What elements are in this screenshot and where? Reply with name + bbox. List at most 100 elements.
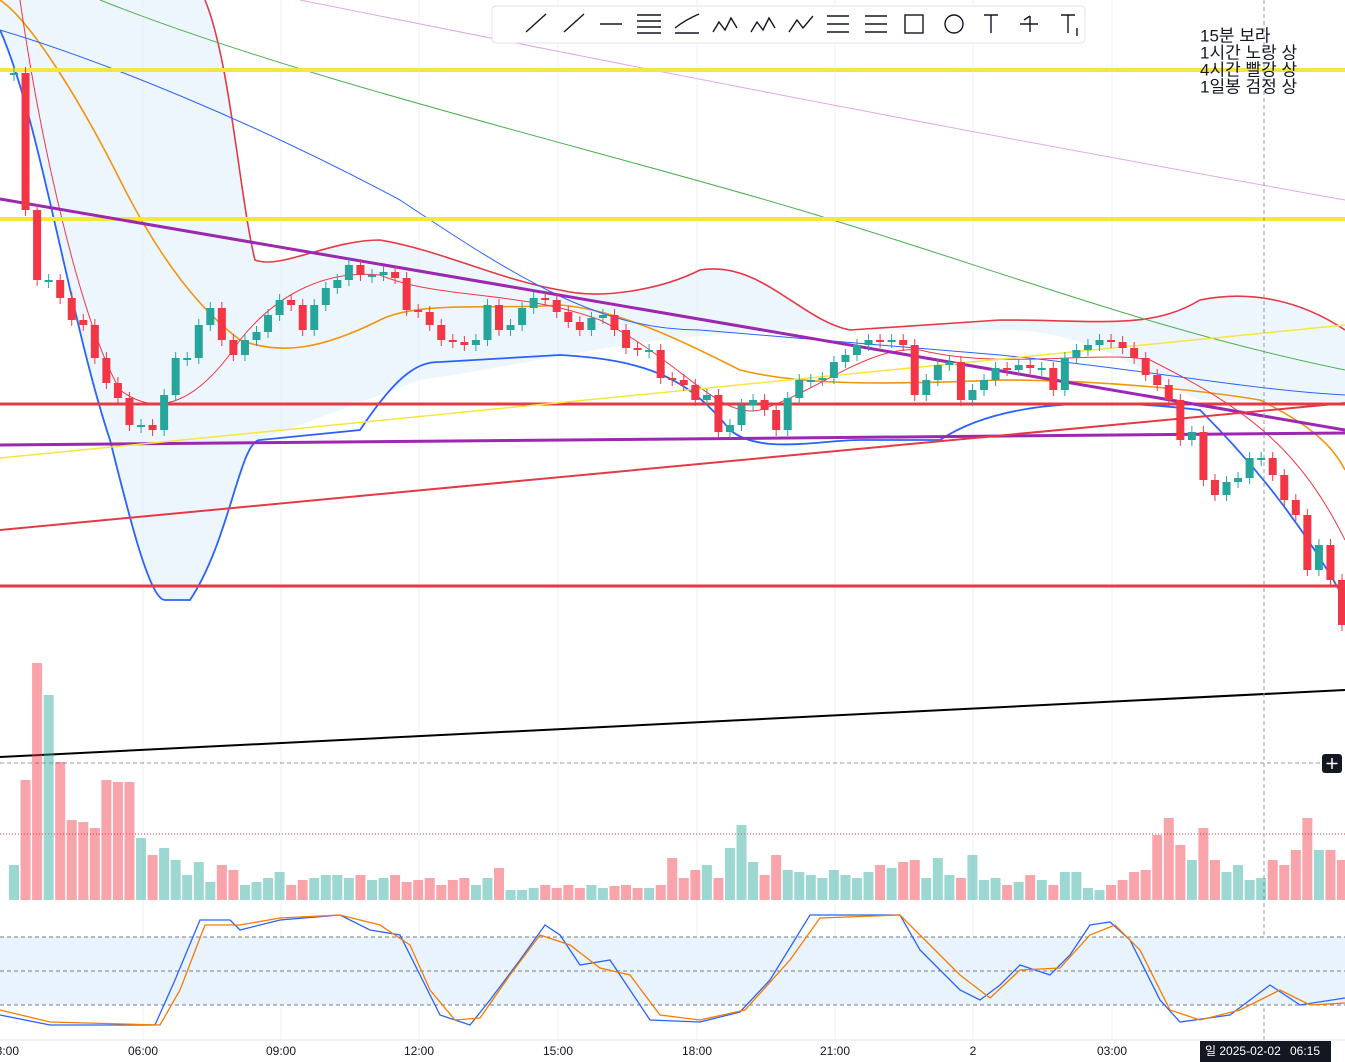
tool-icon[interactable]	[1061, 14, 1078, 36]
tool-icon[interactable]	[944, 14, 964, 34]
volume-bar	[1048, 885, 1059, 900]
candle	[148, 425, 157, 430]
volume-bar	[1302, 818, 1313, 900]
tool-icon[interactable]	[637, 14, 661, 34]
volume-bar	[470, 885, 481, 900]
candle	[922, 380, 931, 395]
band-fill	[0, 0, 1345, 600]
candle	[864, 340, 873, 345]
volume-bar	[1094, 890, 1105, 900]
candle	[1130, 348, 1139, 358]
volume-bar	[1290, 850, 1301, 900]
volume-bar	[1186, 860, 1197, 900]
x-tick-label: 06:00	[128, 1044, 158, 1058]
volume-bar	[1325, 850, 1336, 900]
candle	[518, 308, 527, 325]
candle	[1141, 358, 1150, 375]
tool-icon[interactable]	[827, 15, 849, 33]
tool-icon[interactable]	[563, 13, 585, 33]
candle	[483, 305, 492, 340]
candle	[367, 275, 376, 277]
volume-bar	[563, 885, 574, 900]
candle	[772, 410, 781, 430]
volume-bar	[286, 885, 297, 900]
tool-icon[interactable]	[525, 13, 547, 33]
volume-bar	[1025, 875, 1036, 900]
candle	[737, 405, 746, 425]
x-tick-label: 15:00	[543, 1044, 573, 1058]
tool-icon[interactable]	[904, 14, 924, 34]
volume-bar	[1002, 885, 1013, 900]
volume-bar	[1337, 860, 1345, 900]
stoch-d	[0, 914, 1345, 1026]
candle	[495, 305, 504, 330]
volume-bar	[667, 858, 678, 900]
volume-bar	[1071, 872, 1082, 900]
candle	[1049, 368, 1058, 390]
volume-bar	[1129, 872, 1140, 900]
volume-bar	[1036, 880, 1047, 900]
tool-icon[interactable]	[712, 16, 738, 33]
tool-icon[interactable]	[984, 14, 998, 33]
candle	[587, 318, 596, 330]
x-tick-label: 2	[970, 1044, 977, 1058]
volume-bar	[239, 885, 250, 900]
candle	[1222, 482, 1231, 495]
candle	[402, 278, 411, 310]
cursor-label-box	[1200, 1041, 1331, 1062]
candle	[1187, 432, 1196, 440]
volume-bar	[771, 855, 782, 900]
volume-bar	[1313, 850, 1324, 900]
volume-bar	[216, 865, 227, 900]
candle	[622, 330, 631, 348]
candle	[956, 362, 965, 400]
volume-bar	[540, 885, 551, 900]
candle	[783, 398, 792, 430]
candle	[552, 300, 561, 312]
candle	[852, 345, 861, 355]
volume-bar	[551, 888, 562, 900]
tool-icon[interactable]	[674, 13, 700, 34]
tool-icon[interactable]	[1020, 15, 1038, 32]
tool-icon[interactable]	[788, 15, 814, 33]
annotation: 1시간 노랑 상	[1200, 43, 1297, 62]
candle	[425, 312, 434, 325]
volume-bar	[990, 878, 1001, 900]
candle	[899, 340, 908, 345]
candle	[598, 315, 607, 318]
volume-bar	[1106, 885, 1117, 900]
tool-icon[interactable]	[750, 16, 776, 33]
candle	[564, 312, 573, 322]
candle	[760, 400, 769, 410]
volume-bar	[32, 663, 43, 900]
volume-bar	[621, 885, 632, 900]
candle	[575, 322, 584, 330]
candle	[125, 398, 134, 425]
candle	[980, 380, 989, 390]
volume-bar	[401, 882, 412, 900]
candle	[437, 325, 446, 340]
candles	[10, 67, 1345, 631]
candle	[1095, 340, 1104, 345]
candle	[10, 73, 18, 75]
annotation: 15분 보라	[1200, 26, 1271, 45]
candle	[1210, 480, 1219, 495]
volume-bar	[724, 848, 735, 900]
candle	[691, 385, 700, 400]
x-tick-label: 21:00	[820, 1044, 850, 1058]
volume-bar	[436, 885, 447, 900]
volume-bar	[482, 878, 493, 900]
candle	[1072, 350, 1081, 358]
volume-bar	[979, 880, 990, 900]
tool-icon[interactable]	[865, 15, 887, 33]
candle	[1153, 375, 1162, 385]
candle	[841, 355, 850, 362]
volume-bar	[1082, 888, 1093, 900]
annotation: 1일봉 검정 상	[1200, 77, 1297, 96]
volume-bar	[182, 875, 193, 900]
volume-bar	[20, 780, 31, 900]
candle	[1338, 580, 1345, 625]
candle	[56, 280, 65, 298]
volume-bar	[263, 878, 274, 900]
volume-bar	[112, 782, 123, 900]
